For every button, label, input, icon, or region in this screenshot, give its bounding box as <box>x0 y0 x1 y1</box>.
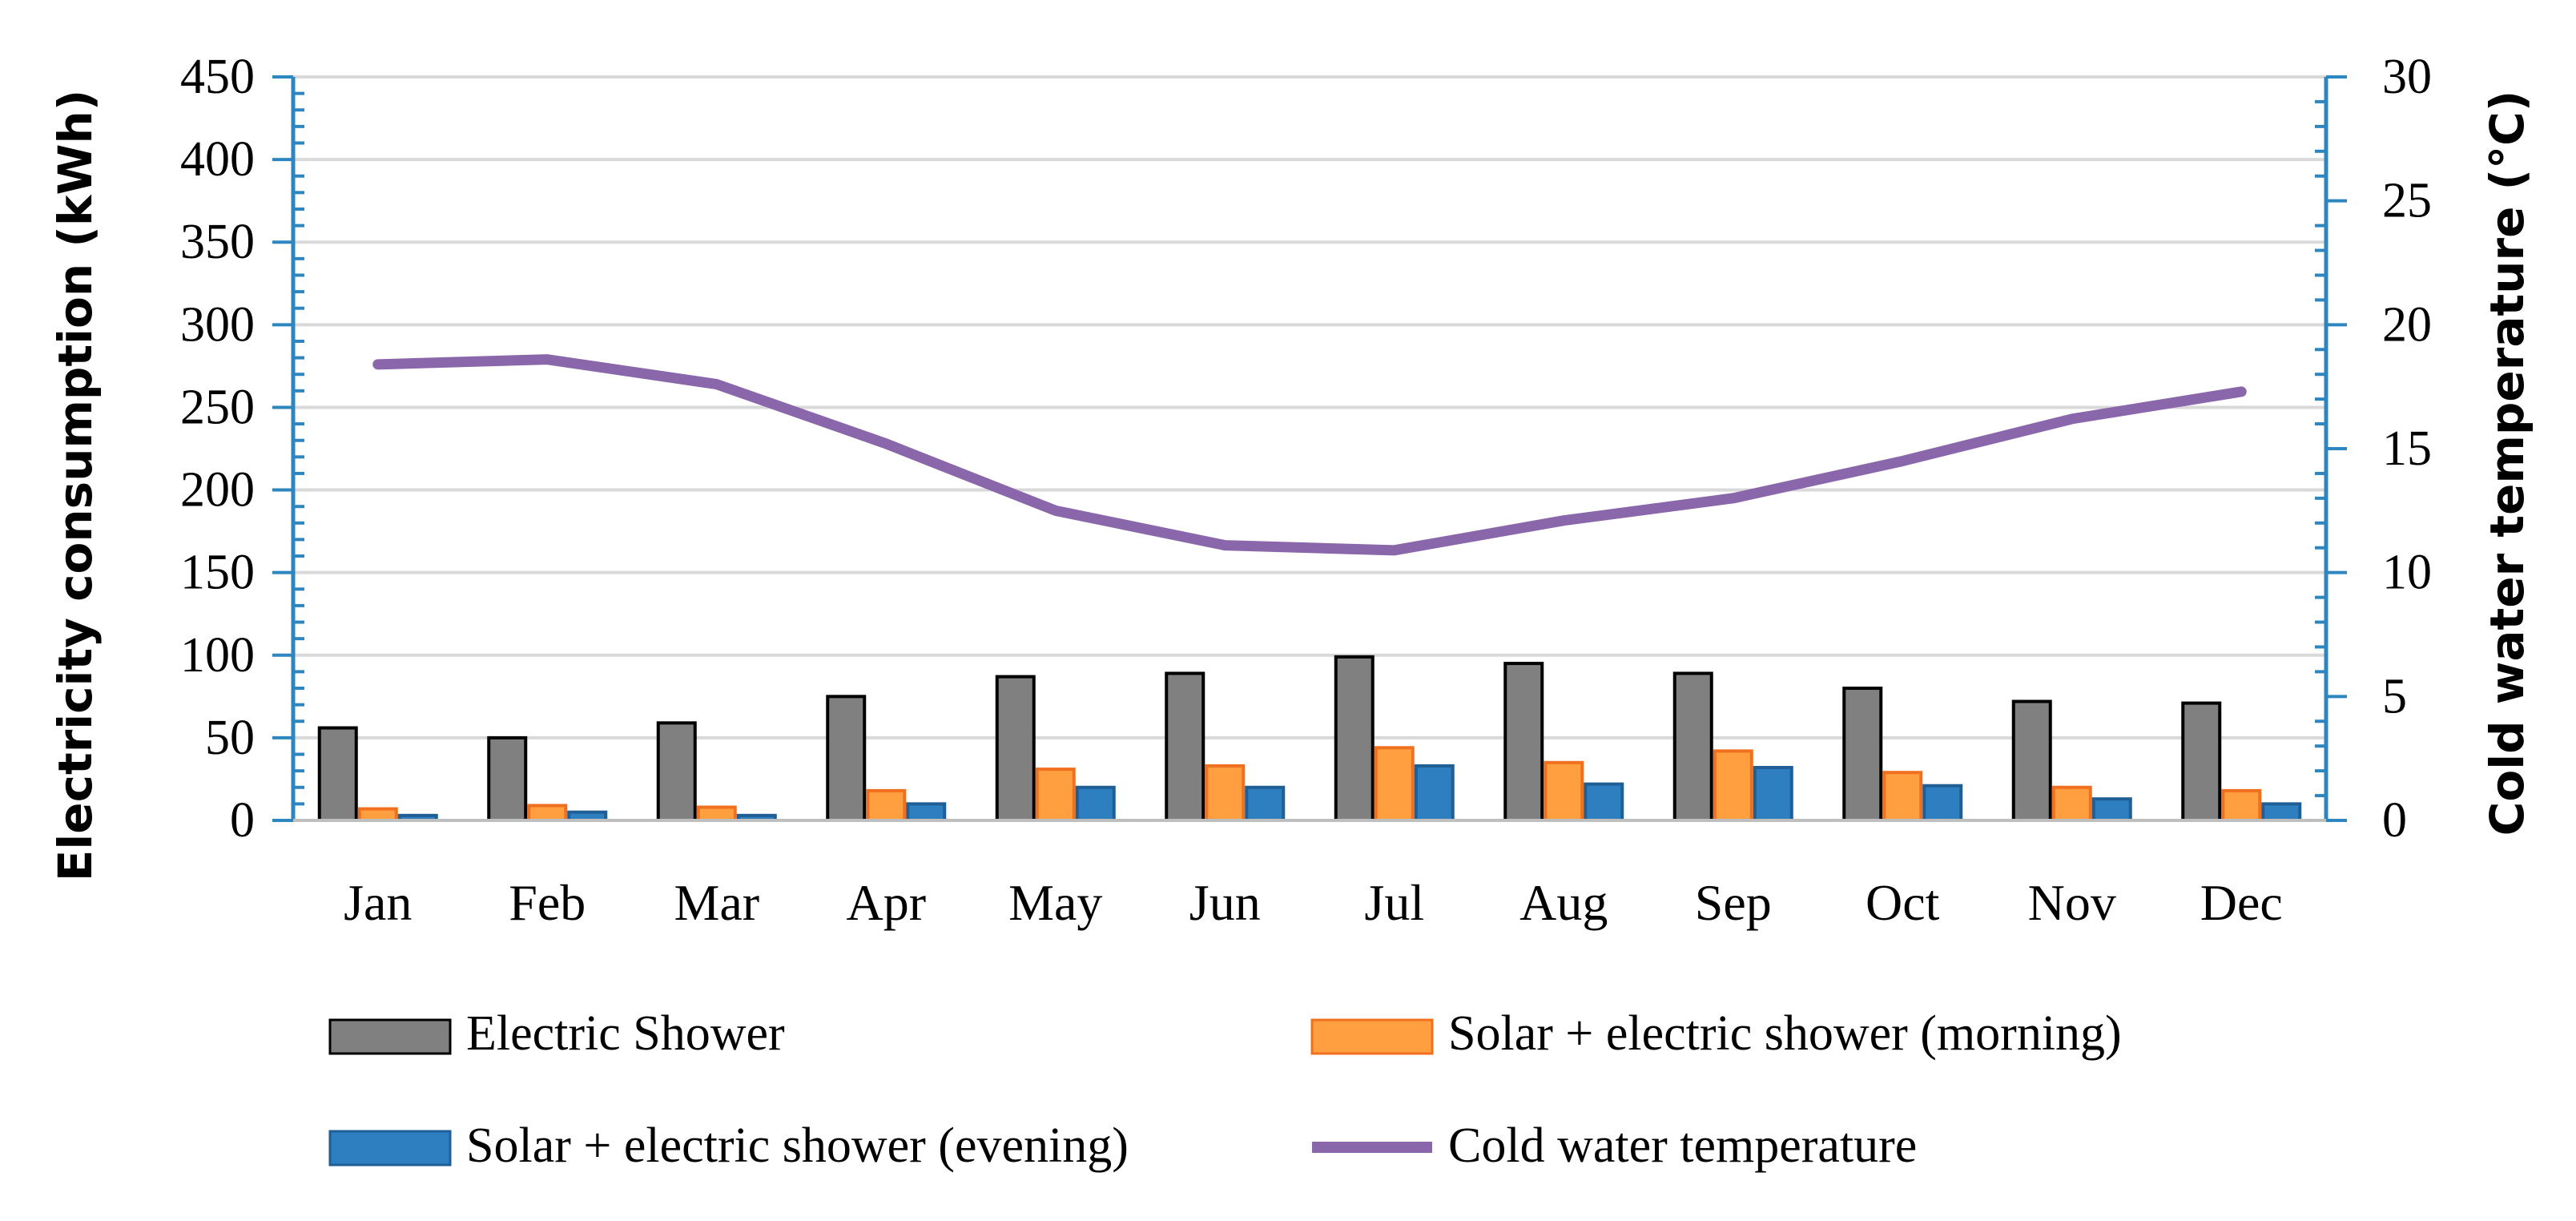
y2-tick-label: 25 <box>2382 174 2432 228</box>
axes <box>272 75 2347 822</box>
legend-swatch-solar-evening <box>328 1130 452 1167</box>
legend-swatch-solar-morning <box>1310 1018 1434 1055</box>
legend: Electric Shower Solar + electric shower … <box>328 1006 2122 1173</box>
y2-tick-label: 10 <box>2382 546 2432 600</box>
y-tick-label: 450 <box>180 50 255 104</box>
x-tick-labels: Jan Feb Mar Apr May Jun Jul Aug Sep Oct Nov Dec <box>344 874 2283 931</box>
x-tick-label: Apr <box>846 874 926 931</box>
bar-solar-electric-shower-morning--dec <box>2221 788 2262 823</box>
legend-swatch-electric-shower <box>328 1018 452 1055</box>
bar-solar-electric-shower-morning--nov <box>2051 785 2092 822</box>
x-tick-label: Mar <box>674 874 759 931</box>
x-tick-label: Jul <box>1364 874 1424 931</box>
legend-label-solar-morning: Solar + electric shower (morning) <box>1448 1006 2122 1061</box>
bar-electric-shower-feb <box>487 735 528 823</box>
bar-solar-electric-shower-evening--nov <box>2091 797 2132 822</box>
y-tick-label: 300 <box>180 297 255 352</box>
legend-label-cold-water: Cold water temperature <box>1448 1118 1917 1173</box>
bar-solar-electric-shower-evening--jun <box>1245 785 1286 822</box>
bar-solar-electric-shower-evening--apr <box>906 802 947 823</box>
bar-electric-shower-aug <box>1503 662 1544 822</box>
x-tick-label: Jun <box>1189 874 1261 931</box>
bar-solar-electric-shower-evening--jul <box>1414 764 1455 822</box>
bar-solar-electric-shower-morning--feb <box>527 804 568 823</box>
y-tick-label: 0 <box>230 793 255 848</box>
y2-tick-label: 15 <box>2382 421 2432 476</box>
bar-solar-electric-shower-morning--jul <box>1374 746 1415 822</box>
gridlines <box>293 75 2326 739</box>
x-tick-label: Feb <box>509 874 586 931</box>
y2-tick-label: 30 <box>2382 50 2432 104</box>
x-tick-label: Aug <box>1519 874 1608 931</box>
y-tick-label: 400 <box>180 132 255 187</box>
bar-electric-shower-mar <box>656 721 697 823</box>
bar-solar-electric-shower-morning--oct <box>1882 771 1923 822</box>
bar-solar-electric-shower-evening--aug <box>1584 782 1624 822</box>
bar-solar-electric-shower-morning--mar <box>696 805 737 822</box>
bar-electric-shower-sep <box>1672 671 1713 822</box>
y2-tick-label: 20 <box>2382 297 2432 352</box>
bar-solar-electric-shower-evening--dec <box>2261 802 2302 823</box>
bar-electric-shower-jun <box>1165 671 1205 822</box>
left-tick-labels: 0 50 100 150 200 250 300 350 400 450 <box>180 50 255 848</box>
y2-tick-label: 0 <box>2382 793 2407 848</box>
bar-solar-electric-shower-morning--sep <box>1713 749 1753 822</box>
x-tick-label: Dec <box>2200 874 2283 931</box>
y-tick-label: 350 <box>180 215 255 269</box>
bar-solar-electric-shower-morning--jan <box>357 807 398 823</box>
bar-electric-shower-dec <box>2181 701 2222 822</box>
bar-electric-shower-jul <box>1334 655 1375 823</box>
bar-electric-shower-jan <box>317 726 358 823</box>
legend-label-electric-shower: Electric Shower <box>466 1006 785 1061</box>
right-tick-labels: 0 5 10 15 20 25 30 <box>2382 50 2432 848</box>
bar-electric-shower-may <box>995 675 1036 822</box>
x-tick-label: Oct <box>1866 874 1940 931</box>
y-tick-label: 50 <box>205 711 255 765</box>
bar-electric-shower-oct <box>1842 687 1883 822</box>
x-tick-label: May <box>1008 874 1102 931</box>
y-tick-label: 100 <box>180 628 255 683</box>
x-tick-label: Nov <box>2028 874 2116 931</box>
line-cold-water-temperature <box>372 354 2247 556</box>
bar-electric-shower-nov <box>2011 699 2052 823</box>
y-tick-label: 250 <box>180 380 255 434</box>
y-axis-title: Electricity consumption (kWh) <box>48 90 103 882</box>
x-tick-label: Sep <box>1695 874 1772 931</box>
y2-axis-title: Cold water temperature (°C) <box>2480 91 2534 836</box>
bar-solar-electric-shower-evening--may <box>1075 785 1116 822</box>
y-tick-label: 200 <box>180 463 255 518</box>
bar-solar-electric-shower-evening--oct <box>1922 784 1963 823</box>
bar-solar-electric-shower-morning--may <box>1035 768 1076 822</box>
x-tick-label: Jan <box>344 874 412 931</box>
bar-solar-electric-shower-morning--jun <box>1205 764 1246 822</box>
y2-tick-label: 5 <box>2382 669 2407 723</box>
bar-electric-shower-apr <box>826 695 867 822</box>
bar-solar-electric-shower-evening--sep <box>1753 766 1793 823</box>
legend-label-solar-evening: Solar + electric shower (evening) <box>466 1118 1129 1173</box>
bar-solar-electric-shower-morning--aug <box>1544 760 1584 822</box>
line-series <box>372 354 2247 556</box>
bar-series <box>317 655 2302 823</box>
y-tick-label: 150 <box>180 546 255 600</box>
bar-solar-electric-shower-morning--apr <box>866 788 907 823</box>
